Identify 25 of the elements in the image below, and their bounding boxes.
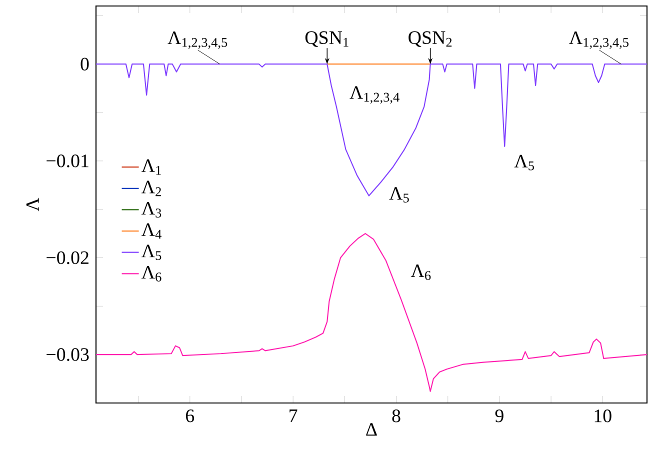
annotation: QSN$_{2}$	[408, 31, 452, 47]
annotation: Λ$_{1,2,3,4,5}$	[569, 31, 628, 49]
y-tick-label: −0.02	[46, 251, 88, 264]
y-tick-label: −0.01	[46, 154, 88, 168]
legend-label: Λ$_{6}$	[142, 266, 162, 282]
x-tick-label: 9	[495, 410, 504, 422]
annotation: Λ$_{5}$	[514, 154, 534, 170]
x-tick-label: 10	[594, 410, 612, 422]
legend-label: Λ$_{5}$	[142, 244, 162, 260]
x-tick-label: 7	[290, 410, 298, 422]
legend-label: Λ$_{2}$	[142, 180, 161, 196]
legend-label: Λ$_{3}$	[142, 202, 162, 218]
x-tick-label: 6	[186, 410, 194, 422]
x-tick-label: 8	[392, 410, 400, 422]
x-axis-title: Δ	[366, 423, 377, 436]
legend-label: Λ$_{1}$	[142, 159, 161, 175]
annotation: Λ$_{5}$	[389, 187, 409, 202]
legend-label: Λ$_{4}$	[142, 223, 162, 239]
y-tick-label: 0	[80, 58, 89, 70]
annotation: QSN$_{1}$	[305, 31, 348, 47]
annotation: Λ$_{6}$	[410, 264, 431, 280]
annotation: Λ$_{1,2,3,4,5}$	[168, 31, 228, 49]
annotation: Λ$_{1,2,3,4}$	[350, 86, 400, 104]
y-axis-title: Λ	[26, 198, 39, 212]
y-tick-label: −0.03	[46, 348, 89, 362]
